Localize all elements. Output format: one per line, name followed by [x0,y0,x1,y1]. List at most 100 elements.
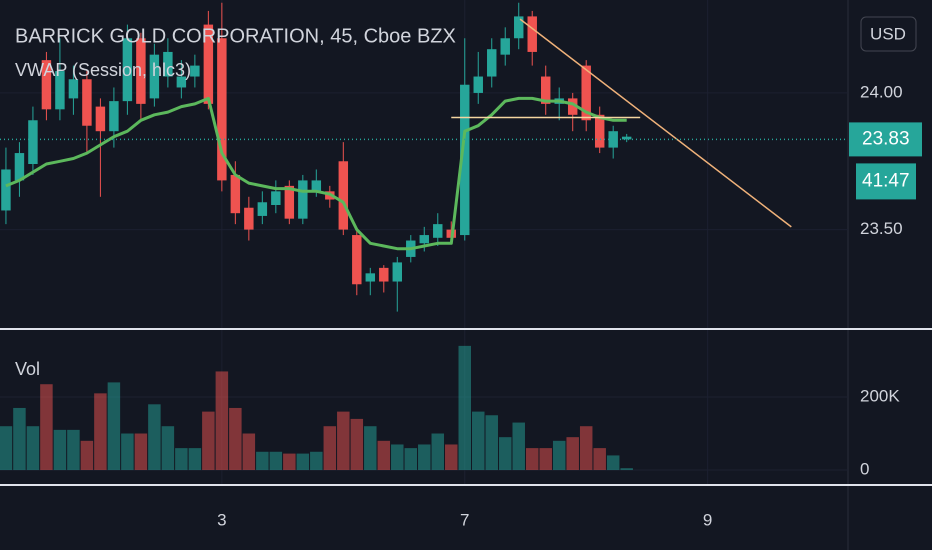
currency-button[interactable] [860,16,917,52]
countdown-box [856,163,916,200]
volume-bar [26,426,40,471]
volume-bar [458,345,472,471]
candle-body [379,267,389,282]
trend-line [519,18,792,228]
volume-bar [242,433,256,471]
candle-body [122,38,133,102]
candle-body [460,84,470,236]
volume-bar [566,437,579,471]
volume-bar [337,411,350,471]
candle-body [14,153,25,181]
candle-body [217,38,227,181]
candle-body [487,49,497,77]
currency-label[interactable]: USD [870,24,906,43]
volume-pane [0,345,633,471]
candle-body [176,76,187,88]
candle-body [1,169,11,211]
candle-body [163,51,173,77]
candle-body [527,16,537,52]
candle-body [473,76,483,93]
candle-body [338,161,349,230]
candle-body [433,224,443,238]
x-tick-label: 3 [217,510,226,529]
volume-bar [229,407,242,471]
volume-bar [472,411,485,471]
candle-body [230,174,241,214]
candle-body [392,262,403,282]
volume-bar [0,426,13,471]
volume-bar [13,407,26,471]
volume-bar [121,433,134,471]
candle-body [257,202,268,216]
candle-body [500,38,510,55]
candle-body [540,76,551,104]
volume-bar [256,451,269,471]
candle-body [365,273,376,282]
volume-bar [53,429,67,471]
candle-body [581,65,591,121]
volume-bar [579,426,593,471]
candle-body [203,24,214,104]
volume-bar [391,444,404,471]
volume-bar [283,453,296,471]
volume-bar [364,426,377,471]
volume-label: Vol [15,359,40,379]
volume-bar [525,448,539,471]
volume-bar [323,426,337,471]
volume-bar [175,448,188,471]
y-tick-label: 200K [860,386,900,405]
last-price-box [849,122,922,157]
volume-bar [161,426,175,471]
candle-body [352,235,362,285]
y-tick-label: 24.00 [860,82,903,101]
volume-bar [485,415,498,471]
volume-bar [94,393,107,471]
indicator-label: VWAP (Session, hlc3) [15,60,191,80]
volume-bar [620,468,633,471]
candle-body [514,16,524,39]
candle-body [68,79,79,99]
volume-bar [512,422,525,471]
vwap-line [5,96,627,251]
y-tick-label: 0 [860,460,869,479]
candle-body [608,131,618,148]
volume-bar [498,437,512,471]
candle-body [95,106,106,132]
candle-body [190,65,200,77]
y-tick-label: 23.50 [860,219,903,238]
volume-bar [215,371,229,471]
volume-bar [539,448,552,471]
candle-body [244,207,254,230]
volume-bar [377,440,391,471]
chart-title: BARRICK GOLD CORPORATION, 45, Cboe BZX [15,25,456,47]
candle-body [28,120,38,164]
volume-bar [404,448,418,471]
candle-body [149,54,160,99]
candle-body [419,235,429,244]
candle-body [311,180,322,192]
candle-body [82,79,92,126]
volume-bar [107,382,121,471]
candle-body [55,71,65,110]
volume-bar [80,440,94,471]
price-pane [0,2,848,312]
candle-body [136,38,146,104]
candle-body [109,101,119,132]
volume-bar [606,455,620,471]
volume-bar [445,444,458,471]
countdown-label: 41:47 [862,170,910,191]
candle-body [594,114,605,148]
volume-bar [593,448,606,471]
candle-body [567,98,578,115]
candle-body [621,136,632,140]
volume-bar [350,418,364,471]
volume-bar [40,384,53,471]
candle-body [298,180,308,219]
x-tick-label: 9 [703,510,712,529]
volume-bar [148,404,161,471]
volume-bar [310,451,323,471]
candle-body [41,60,52,110]
volume-bar [552,440,566,471]
volume-bar [188,448,202,471]
